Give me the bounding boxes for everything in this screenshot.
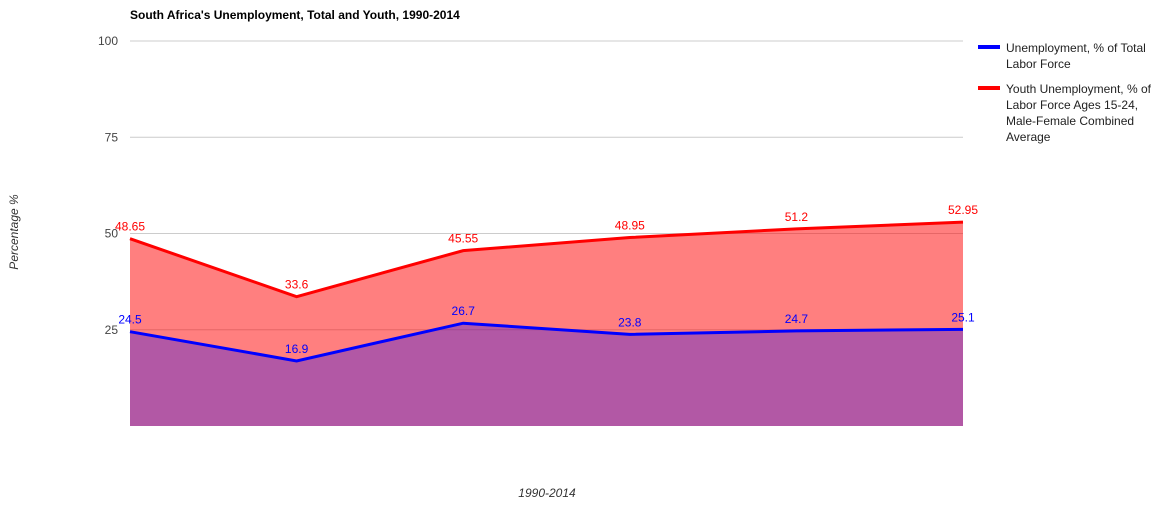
data-label: 25.1 [951,310,975,324]
legend-entry: Youth Unemployment, % of Labor Force Age… [1006,82,1151,144]
data-label: 48.65 [115,220,145,234]
legend-label: Youth Unemployment, % of Labor Force Age… [1006,82,1151,144]
legend-entry: Unemployment, % of Total Labor Force [1006,41,1146,71]
data-label: 45.55 [448,232,478,246]
data-label: 24.7 [785,312,809,326]
data-label: 24.5 [118,313,142,327]
y-tick-label: 75 [105,130,119,144]
x-axis-label: 1990-2014 [518,486,576,500]
data-label: 26.7 [452,304,476,318]
data-label: 52.95 [948,203,978,217]
y-tick-label: 25 [105,323,119,337]
area [130,323,963,426]
data-label: 48.95 [615,219,645,233]
legend-label: Unemployment, % of Total Labor Force [1006,41,1146,71]
line [129,321,964,363]
area [130,222,963,426]
chart-title: South Africa's Unemployment, Total and Y… [130,8,460,22]
line [129,220,964,299]
y-tick-label: 100 [98,34,118,48]
y-axis-label: Percentage % [7,194,21,270]
data-label: 16.9 [285,342,309,356]
y-tick-label: 50 [105,227,119,241]
data-label: 51.2 [785,210,809,224]
data-label: 23.8 [618,315,642,329]
data-label: 33.6 [285,278,309,292]
